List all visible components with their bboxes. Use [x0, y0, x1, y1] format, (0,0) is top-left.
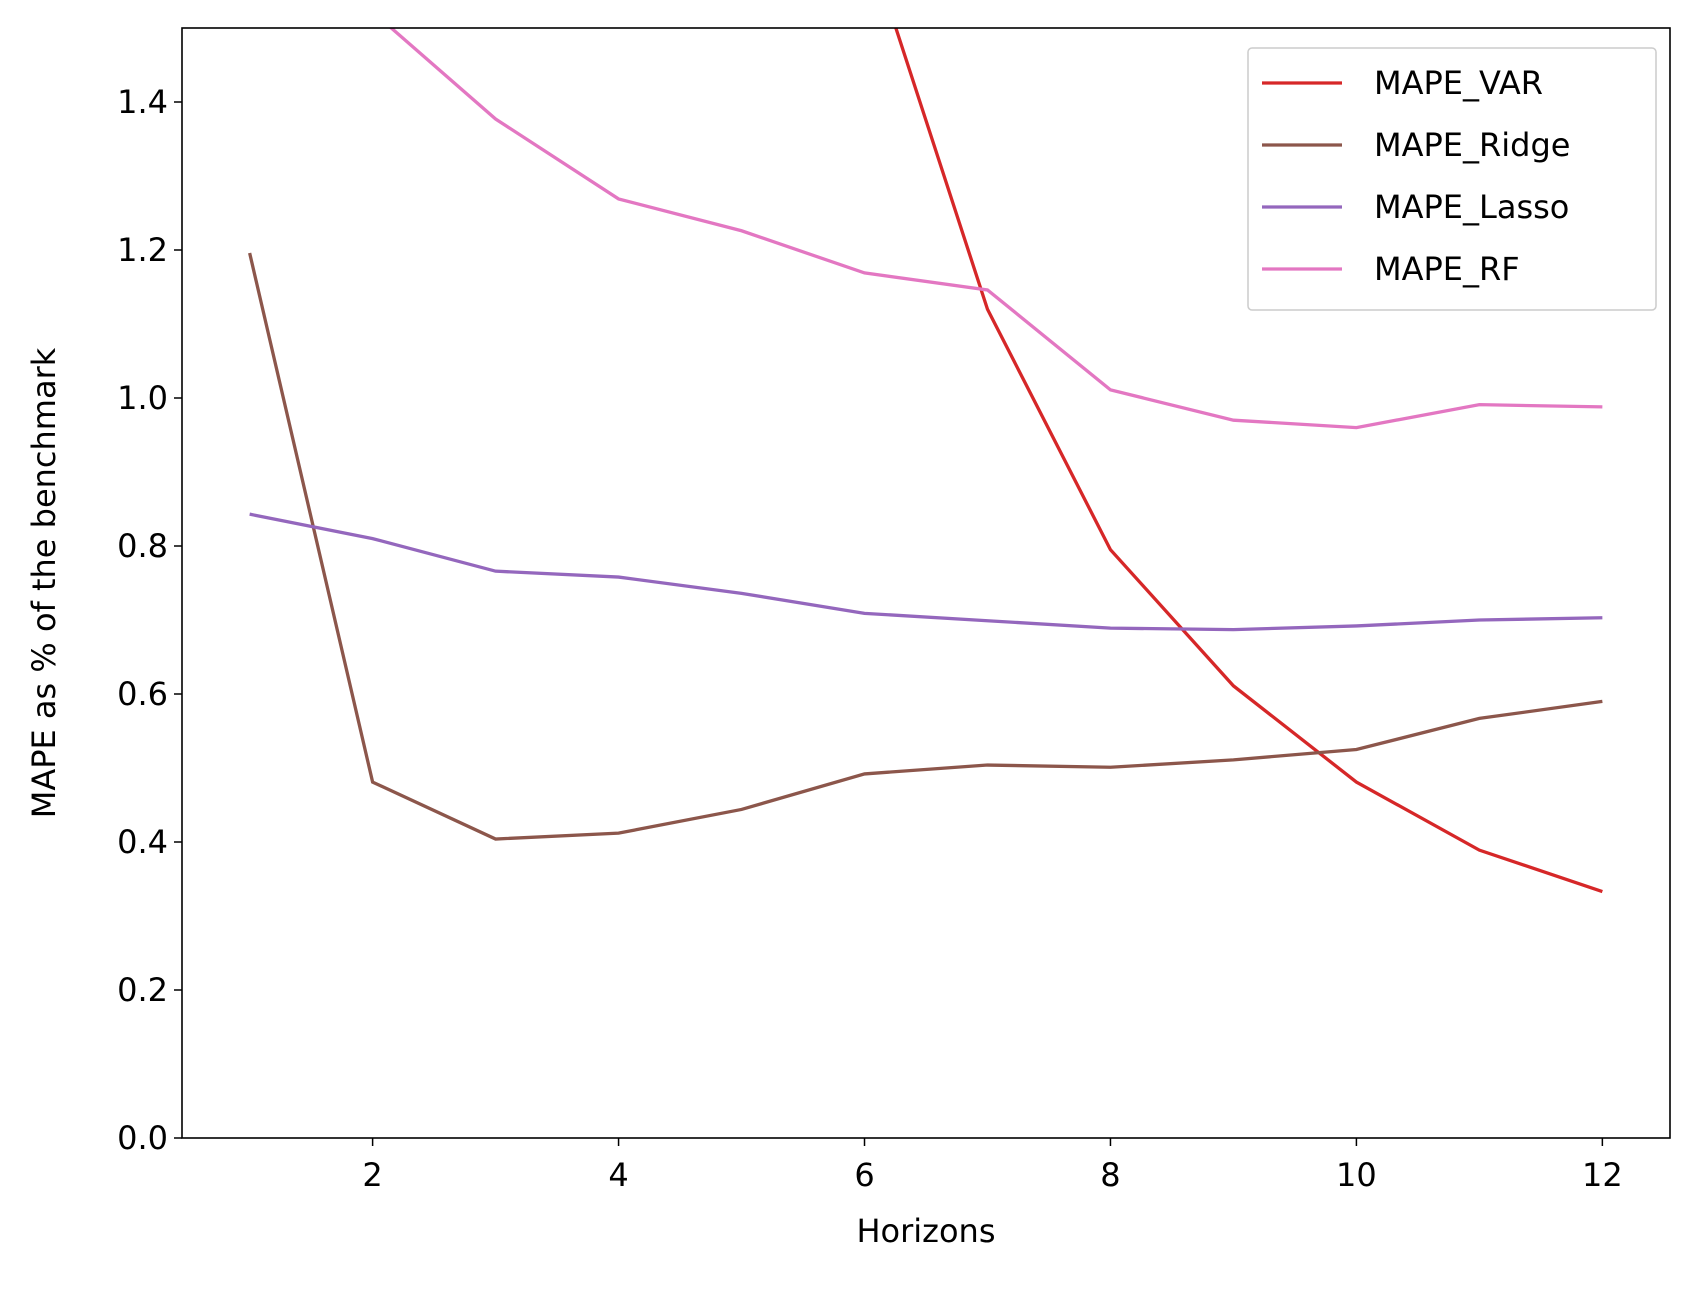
plot-area: [248, 28, 1603, 894]
y-tick-label: 0.4: [117, 823, 168, 861]
x-tick-label: 10: [1336, 1156, 1377, 1194]
series-line: [388, 28, 1603, 430]
legend-label: MAPE_Ridge: [1374, 126, 1570, 164]
x-tick-label: 2: [362, 1156, 382, 1194]
y-tick-label: 0.0: [117, 1119, 168, 1157]
legend-box: [1247, 47, 1657, 311]
x-tick-label: 4: [608, 1156, 628, 1194]
x-tick-label: 6: [854, 1156, 874, 1194]
x-tick-label: 8: [1100, 1156, 1120, 1194]
y-tick-label: 0.2: [117, 971, 168, 1009]
series-line: [249, 512, 1603, 632]
y-axis-label: MAPE as % of the benchmark: [25, 347, 63, 818]
legend-label: MAPE_Lasso: [1374, 188, 1569, 226]
series-line: [248, 252, 1603, 841]
y-tick-label: 0.6: [117, 675, 168, 713]
x-axis-label: Horizons: [856, 1212, 995, 1250]
axes-frame: [181, 27, 1671, 1139]
y-tick-label: 1.2: [117, 231, 168, 269]
series-line: [894, 28, 1603, 894]
y-tick-label: 0.8: [117, 527, 168, 565]
y-tick-label: 1.4: [117, 83, 168, 121]
x-tick-label: 12: [1582, 1156, 1623, 1194]
legend-label: MAPE_VAR: [1374, 64, 1543, 102]
y-tick-label: 1.0: [117, 379, 168, 417]
legend-label: MAPE_RF: [1374, 250, 1520, 288]
